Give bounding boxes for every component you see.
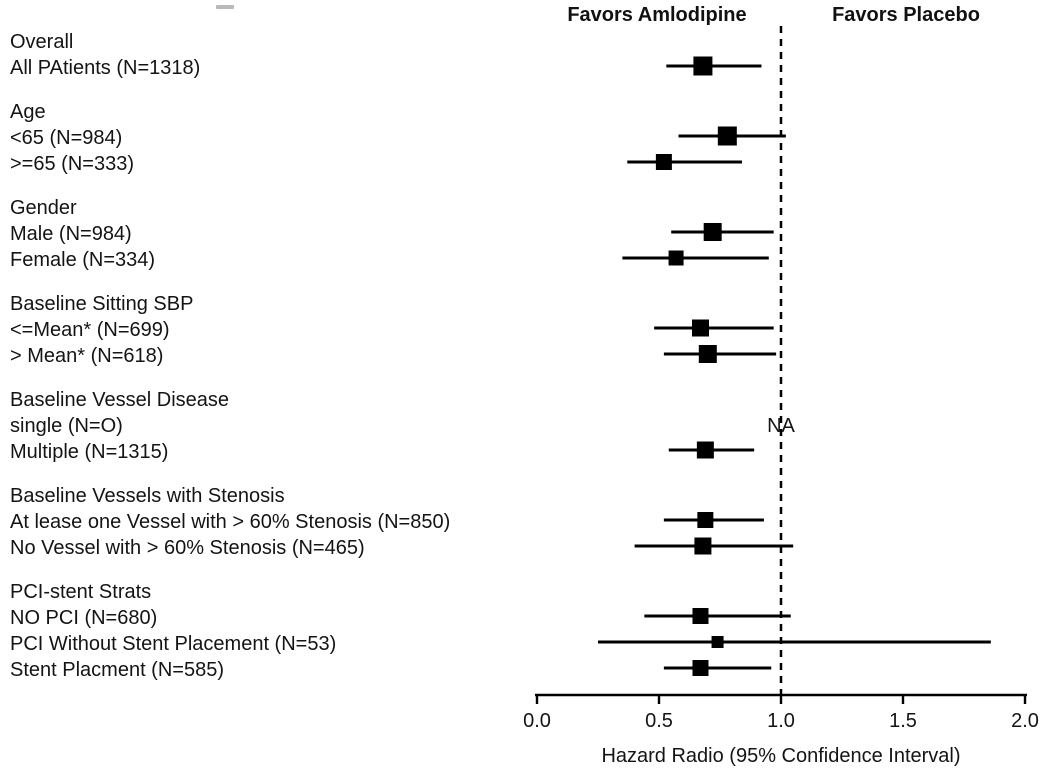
x-tick-label: 1.0 bbox=[767, 710, 795, 732]
hr-marker bbox=[692, 608, 709, 624]
scan-artifact bbox=[216, 5, 234, 9]
x-tick-label: 2.0 bbox=[1011, 710, 1039, 732]
subgroup-label: Female (N=334) bbox=[10, 249, 156, 271]
subgroup-label: <=Mean* (N=699) bbox=[10, 319, 170, 341]
group-label: Baseline Sitting SBP bbox=[10, 293, 194, 315]
hr-marker bbox=[698, 345, 717, 363]
subgroup-label: <65 (N=984) bbox=[10, 127, 123, 149]
group-label: Gender bbox=[10, 197, 77, 219]
hr-marker bbox=[668, 250, 684, 266]
favors-amlodipine-label: Favors Amlodipine bbox=[567, 4, 747, 26]
group-label: Baseline Vessel Disease bbox=[10, 389, 230, 411]
subgroup-label: Male (N=984) bbox=[10, 223, 132, 245]
hr-marker bbox=[696, 441, 714, 459]
group-label: Baseline Vessels with Stenosis bbox=[10, 485, 285, 507]
group-label: Overall bbox=[10, 31, 74, 53]
subgroup-label: > Mean* (N=618) bbox=[10, 345, 164, 367]
subgroup-label: At lease one Vessel with > 60% Stenosis … bbox=[10, 511, 451, 533]
hr-marker bbox=[655, 154, 672, 170]
x-axis-title: Hazard Radio (95% Confidence Interval) bbox=[601, 745, 960, 767]
hr-marker bbox=[697, 512, 714, 528]
subgroup-label: Multiple (N=1315) bbox=[10, 441, 169, 463]
hr-marker bbox=[703, 223, 722, 241]
x-tick-label: 0.0 bbox=[523, 710, 551, 732]
x-tick-label: 1.5 bbox=[889, 710, 917, 732]
subgroup-label: Stent Placment (N=585) bbox=[10, 659, 224, 681]
subgroup-label: All PAtients (N=1318) bbox=[10, 57, 201, 79]
subgroup-label: >=65 (N=333) bbox=[10, 153, 134, 175]
hr-marker bbox=[691, 319, 709, 337]
na-label: NA bbox=[767, 415, 795, 437]
hr-marker bbox=[693, 56, 713, 76]
hr-marker bbox=[717, 126, 737, 146]
hr-marker bbox=[694, 537, 712, 555]
hr-marker bbox=[711, 636, 724, 648]
x-tick-label: 0.5 bbox=[645, 710, 673, 732]
group-label: Age bbox=[10, 101, 46, 123]
subgroup-label: single (N=O) bbox=[10, 415, 123, 437]
subgroup-label: NO PCI (N=680) bbox=[10, 607, 158, 629]
favors-placebo-label: Favors Placebo bbox=[832, 4, 980, 26]
subgroup-label: PCI Without Stent Placement (N=53) bbox=[10, 633, 337, 655]
group-label: PCI-stent Strats bbox=[10, 581, 152, 603]
hr-marker bbox=[692, 660, 709, 676]
subgroup-label: No Vessel with > 60% Stenosis (N=465) bbox=[10, 537, 365, 559]
